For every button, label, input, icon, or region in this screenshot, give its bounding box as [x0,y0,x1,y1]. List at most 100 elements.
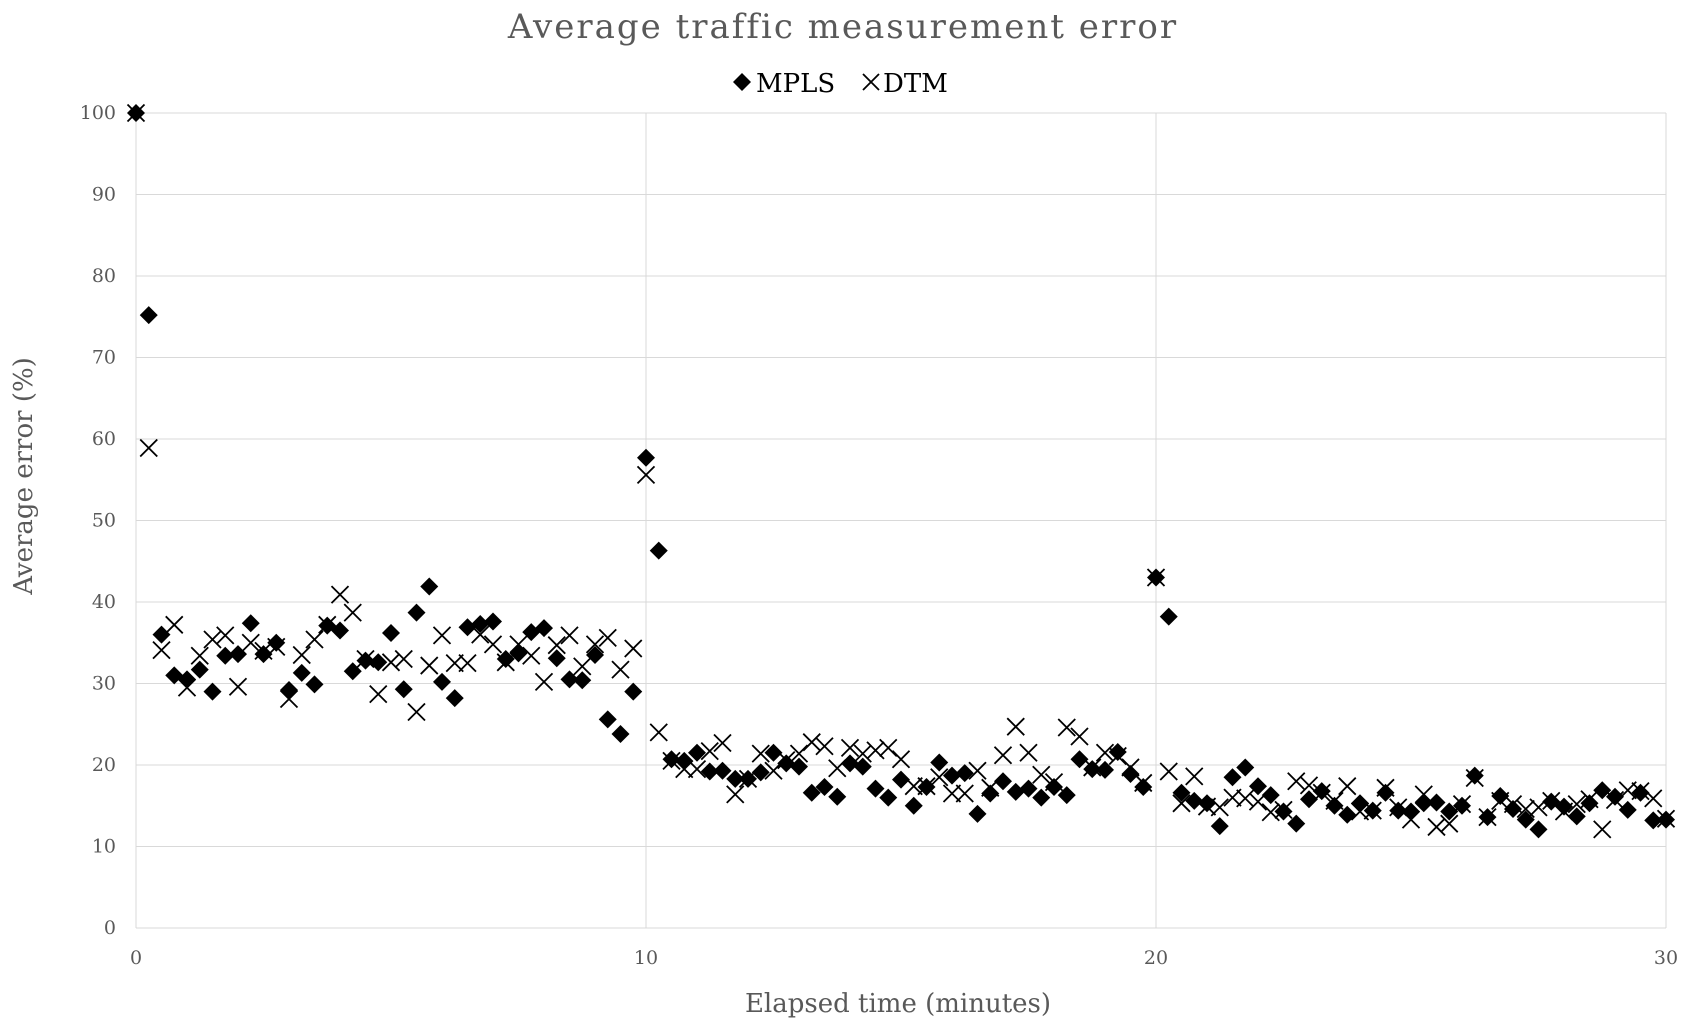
dtm-point [1427,817,1446,837]
dtm-point [687,759,707,779]
dtm-point [1287,772,1306,791]
mpls-point [904,796,923,815]
mpls-point [1032,788,1051,807]
y-tick-label: 10 [92,836,116,858]
dtm-point [1057,718,1076,737]
dtm-point [432,626,452,645]
mpls-point [1440,802,1459,821]
mpls-point [1351,794,1369,813]
mpls-point [1529,820,1548,839]
dtm-point [713,733,732,753]
mpls-point [1376,783,1395,802]
mpls-point [254,645,273,664]
mpls-point [764,743,783,762]
mpls-point [433,672,451,691]
mpls-point [535,619,553,638]
mpls-point [1618,800,1637,819]
dtm-point [1159,762,1178,781]
y-tick-label: 70 [92,347,116,369]
mpls-point [1006,782,1025,801]
mpls-point [1287,814,1306,833]
mpls-point [343,662,362,681]
mpls-point [1300,790,1318,809]
mpls-point [394,680,413,699]
grid [135,112,1667,929]
y-tick-label: 0 [104,917,116,939]
mpls-point [1465,766,1484,785]
dtm-point [534,672,554,692]
y-tick-label: 60 [92,428,116,450]
x-tick-label: 10 [634,947,658,969]
dtm-point [993,746,1013,765]
mpls-point [139,306,158,325]
mpls-point [841,754,859,773]
mpls-point [1019,779,1038,798]
mpls-point [1198,794,1216,813]
mpls-point [739,769,757,788]
dtm-point [381,653,401,672]
dtm-point [891,750,911,769]
mpls-point [190,660,209,679]
dtm-point [866,741,885,760]
mpls-point [445,689,464,708]
dtm-point [458,653,477,673]
dtm-point [649,723,668,742]
dtm-point [585,635,605,654]
mpls-point [229,645,247,664]
mpls-point [1249,777,1267,796]
mpls-point [1555,797,1573,816]
mpls-point [955,764,974,783]
mpls-point [1427,793,1446,812]
mpls-point [1261,786,1280,805]
legend: MPLS DTM [733,69,948,99]
dtm-point [190,646,209,665]
mpls-point [802,783,821,802]
dtm-point [152,640,171,660]
dtm-point [930,768,949,787]
mpls-point [1644,811,1663,830]
mpls-point [930,753,949,772]
dtm-point [573,657,592,676]
mpls-point [777,754,796,773]
dtm-point [879,738,898,758]
mpls-point [1096,760,1114,779]
y-tick-label: 20 [92,754,116,776]
mpls-point [560,670,579,689]
mpls-point [598,710,617,729]
dtm-point [1338,777,1357,796]
mpls-point [1389,801,1408,820]
legend-item-mpls: MPLS [733,69,835,99]
mpls-point [1236,758,1255,777]
mpls-point [496,650,515,669]
dtm-point [1593,820,1612,839]
dtm-point [228,677,248,696]
mpls-point [1045,778,1063,797]
mpls-point [1108,742,1127,761]
mpls-point [484,612,502,631]
mpls-point [1312,782,1331,801]
mpls-point [509,644,528,663]
mpls-point [1057,786,1076,805]
mpls-point [1567,807,1586,826]
mpls-point [1147,568,1165,587]
dtm-point [636,465,656,484]
mpls-point [968,804,987,823]
mpls-point [241,614,260,633]
mpls-point [892,770,910,789]
dtm-point [726,785,745,804]
y-axis-ticks: 0 10 20 30 40 50 60 70 80 90 100 [80,102,116,939]
dtm-point [343,603,362,622]
dtm-point [1567,794,1586,814]
legend-dtm-marker [862,73,880,91]
y-tick-label: 80 [92,265,116,287]
mpls-point [1210,817,1229,836]
dtm-point [1236,789,1255,808]
mpls-point [1631,783,1650,802]
mpls-point [1121,764,1140,783]
mpls-point [943,766,961,785]
dtm-point [942,784,962,803]
mpls-point [1606,787,1624,806]
mpls-point [178,670,196,689]
mpls-point [1414,794,1433,813]
mpls-point [1363,801,1382,820]
